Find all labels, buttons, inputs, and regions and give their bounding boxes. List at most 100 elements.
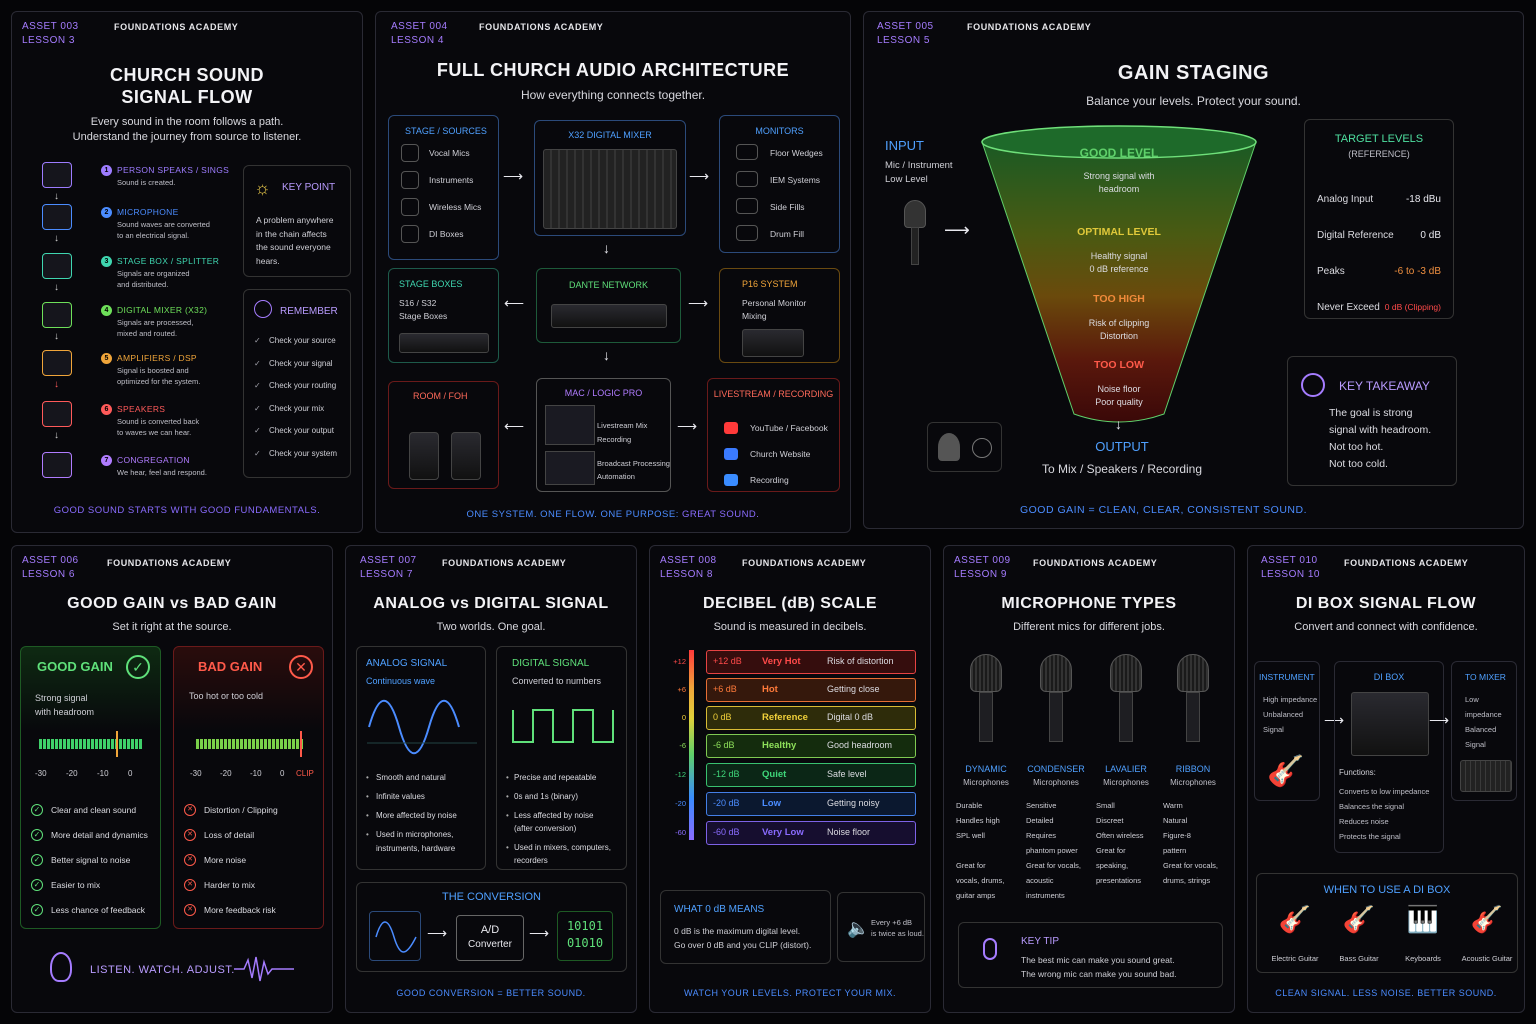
check-icon: ✓ — [254, 403, 261, 413]
academy-label: FOUNDATIONS ACADEMY — [1033, 558, 1158, 568]
db-desc: Getting noisy — [827, 798, 880, 808]
bullet: • — [506, 811, 509, 820]
remember-item: Check your signal — [269, 358, 333, 368]
mic-feature: Requires — [1026, 831, 1057, 840]
target-icon — [972, 438, 992, 458]
input-title: INPUT — [885, 138, 924, 153]
key-tip-box: KEY TIP The best mic can make you sound … — [958, 922, 1223, 988]
stage-boxes-title: STAGE BOXES — [399, 279, 463, 289]
function-item: Converts to low impedance — [1339, 787, 1430, 796]
page-title: MICROPHONE TYPES — [1001, 595, 1177, 612]
mixer-line: Low impedance — [1465, 695, 1502, 719]
footer: GOOD SOUND STARTS WITH GOOD FUNDAMENTALS… — [53, 505, 321, 516]
subtitle: Balance your levels. Protect your sound. — [1086, 94, 1301, 108]
mixer-line: Balanced — [1465, 725, 1497, 734]
di-box-title: DI BOX — [1373, 672, 1405, 682]
stage-boxes-box: STAGE BOXES S16 / S32 Stage Boxes — [388, 268, 499, 363]
mic-feature: Great for — [1096, 846, 1126, 855]
x-icon: ✕ — [184, 879, 196, 891]
asset-label: ASSET 008 LESSON 8 — [660, 555, 717, 580]
mixer-title: X32 DIGITAL MIXER — [568, 130, 652, 140]
panel-mic-types: ASSET 009 LESSON 9 FOUNDATIONS ACADEMY MI… — [943, 545, 1235, 1013]
stage-boxes-model: S16 / S32 — [399, 298, 437, 308]
db-tick: 0 — [681, 713, 686, 722]
key-takeaway-text: The goal is strong signal with headroom. N… — [1329, 405, 1431, 473]
mic-feature: Great for — [956, 861, 986, 870]
recording-icon — [724, 474, 738, 486]
panel-gain-staging: ASSET 005 LESSON 5 FOUNDATIONS ACADEMY GA… — [863, 11, 1524, 529]
binary-output: 10101 01010 — [557, 911, 613, 961]
dante-device — [551, 304, 667, 328]
mac-item: Broadcast Processing — [597, 459, 670, 468]
ear-icon — [50, 952, 72, 982]
mic-type-sub: Microphones — [963, 778, 1009, 787]
step-desc: Signals are organized — [117, 269, 190, 278]
foh-title: ROOM / FOH — [413, 391, 468, 401]
mic-body — [1049, 692, 1063, 742]
target-value: -18 dBu — [1405, 194, 1441, 205]
dante-network-box: DANTE NETWORK — [536, 268, 681, 343]
functions-list: Converts to low impedance Balances the si… — [1339, 784, 1429, 844]
check-icon: ✓ — [254, 448, 261, 458]
academy-label: FOUNDATIONS ACADEMY — [442, 558, 567, 568]
remember-box: REMEMBER ✓ Check your source ✓ Check your s… — [243, 289, 351, 478]
bad-gain-desc: Too hot or too cold — [189, 691, 264, 701]
asset-label: ASSET 004 LESSON 4 — [391, 21, 448, 46]
bad-item: Harder to mix — [204, 880, 256, 890]
db-tick: -20 — [675, 799, 686, 808]
zero-db-line1: 0 dB is the maximum digital level. — [674, 926, 801, 936]
analog-item: instruments, hardware — [376, 844, 456, 853]
page-title: DI BOX SIGNAL FLOW — [1295, 595, 1477, 612]
footer: GOOD CONVERSION = BETTER SOUND. — [396, 988, 586, 998]
step-desc: Signals are processed, — [117, 318, 194, 327]
remember-item: Check your source — [269, 336, 336, 345]
waveform-icon — [234, 956, 294, 982]
mic-type-title: CONDENSER — [1027, 764, 1085, 774]
bad-meter-needle — [300, 731, 302, 757]
remember-item: Check your routing — [269, 381, 337, 390]
db-row — [706, 792, 916, 816]
subtitle: How everything connects together. — [520, 88, 706, 102]
academy-label: FOUNDATIONS ACADEMY — [479, 22, 604, 32]
step-number: 6 — [101, 404, 112, 415]
step-desc: We hear, feel and respond. — [117, 468, 207, 477]
when-to-use-title: WHEN TO USE A DI BOX — [1323, 884, 1451, 896]
arrow-right-icon: ⟶ — [1429, 712, 1450, 728]
db-tick: -6 — [679, 741, 686, 750]
to-mixer-desc: Low impedance Balanced Signal — [1465, 692, 1516, 752]
remember-title: REMEMBER — [280, 306, 338, 317]
page-title: DECIBEL (dB) SCALE — [702, 595, 878, 612]
page-title: ANALOG vs DIGITAL SIGNAL — [373, 595, 609, 612]
monitors-title: MONITORS — [755, 126, 804, 136]
key-point-line: the sound everyone — [256, 242, 331, 252]
level-desc: Noise floor — [1097, 384, 1141, 394]
digital-item: Precise and repeatable — [514, 773, 597, 782]
when-to-use-box: WHEN TO USE A DI BOX 🎸 Electric Guitar 🎸 Ba… — [1256, 873, 1518, 973]
panel-architecture: ASSET 004 LESSON 4 FOUNDATIONS ACADEMY FU… — [375, 11, 851, 533]
level-desc: Healthy signal — [1090, 251, 1148, 261]
asset-label: ASSET 007 LESSON 7 — [360, 555, 417, 580]
source-icon — [401, 144, 419, 162]
mic-feature: Durable — [956, 801, 983, 810]
level-desc: Poor quality — [1095, 397, 1143, 407]
to-mixer-box: TO MIXER Low impedance Balanced Signal — [1451, 661, 1517, 801]
monitor-icon — [736, 225, 758, 241]
mic-body — [1119, 692, 1133, 742]
loudness-text: Every +6 dB is twice as loud. — [871, 918, 924, 938]
screen-icon — [545, 405, 595, 445]
db-desc: Risk of distortion — [827, 656, 894, 666]
level-desc: Distortion — [1099, 331, 1138, 341]
loudness-box: 🔈 Every +6 dB is twice as loud. — [837, 892, 925, 962]
check-icon: ✓ — [254, 336, 261, 345]
asset-label: ASSET 009 LESSON 9 — [954, 555, 1011, 580]
arrow-down-icon: ↓ — [603, 240, 610, 256]
bullet: • — [366, 792, 369, 801]
bullet: • — [506, 773, 509, 782]
instrument-box: INSTRUMENT High impedance Unbalanced Signa… — [1254, 661, 1320, 801]
good-item: Better signal to noise — [51, 855, 131, 865]
subtitle: Two worlds. One goal. — [436, 621, 546, 633]
academy-label: FOUNDATIONS ACADEMY — [1344, 558, 1469, 568]
arrow-left-icon: ⟵ — [504, 418, 525, 434]
p16-system-box: P16 SYSTEM Personal Monitor Mixing — [719, 268, 840, 363]
source-item: Wireless Mics — [429, 202, 482, 212]
